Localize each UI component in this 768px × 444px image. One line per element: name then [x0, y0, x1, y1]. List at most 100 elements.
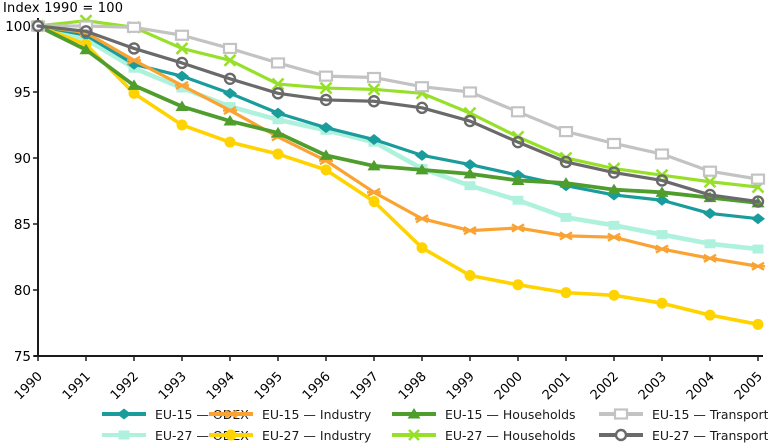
series-eu27-transport-marker	[751, 195, 765, 208]
x-tick-label: 1998	[396, 369, 430, 403]
legend-marker-eu27-transport	[614, 428, 628, 442]
series-eu27-industry-marker	[752, 318, 764, 330]
legend-marker-eu15-transport	[613, 408, 629, 420]
series-eu27-transport-marker	[655, 174, 669, 187]
series-eu15-households-marker	[559, 177, 573, 188]
series-eu15-transport-marker	[750, 173, 766, 185]
series-eu27-odex-marker	[704, 239, 716, 249]
legend-label: EU-27 — Households	[445, 427, 576, 443]
series-eu15-households-marker	[655, 186, 669, 197]
series-eu15-odex-marker	[703, 207, 717, 219]
series-eu15-industry-marker	[463, 226, 477, 236]
legend-marker-eu15-odex	[117, 408, 131, 420]
series-eu27-odex-marker	[224, 102, 236, 112]
y-tick-label: 95	[14, 85, 31, 101]
series-eu27-industry-marker	[320, 164, 332, 176]
series-eu15-households-marker	[319, 149, 333, 160]
series-eu15-households-marker	[79, 43, 93, 55]
series-eu27-transport-marker	[511, 135, 525, 149]
series-eu15-industry-marker	[127, 55, 141, 65]
y-tick-label: 80	[14, 283, 31, 299]
series-eu27-industry-marker	[128, 87, 140, 99]
series-eu27-industry-marker	[560, 287, 572, 299]
x-tick-label: 1997	[348, 369, 382, 403]
series-eu15-transport-marker	[318, 70, 334, 82]
series-eu27-industry-marker	[368, 196, 380, 208]
series-eu15-transport-marker	[654, 148, 670, 160]
series-eu15-odex-marker	[175, 70, 189, 82]
series-eu15-households-marker	[175, 100, 189, 112]
series-eu27-transport-marker	[367, 95, 381, 108]
series-eu15-transport-marker	[270, 57, 286, 69]
series-eu27-households-line	[36, 19, 760, 189]
series-eu15-industry-marker	[703, 253, 717, 263]
series-eu15-odex-marker	[655, 194, 669, 206]
series-eu15-odex-marker	[751, 213, 765, 225]
series-eu15-households-marker	[607, 183, 621, 195]
series-eu27-transport-marker	[127, 42, 141, 55]
x-tick-label: 1999	[444, 369, 478, 403]
series-eu15-transport-marker	[414, 81, 430, 93]
legend-label: EU-27 — ODEX	[155, 427, 249, 443]
series-eu15-transport-line	[36, 24, 760, 181]
series-eu27-transport-marker	[271, 87, 285, 100]
series-eu15-industry-marker	[655, 244, 669, 254]
series-eu15-odex-marker	[463, 159, 477, 171]
legend-marker-diamond-icon	[102, 408, 146, 420]
series-eu27-households-marker	[319, 81, 333, 95]
series-eu27-transport-marker	[703, 188, 717, 202]
series-eu27-transport-marker	[415, 101, 429, 115]
series-eu27-transport-marker	[175, 56, 189, 70]
series-eu27-transport-marker	[223, 72, 237, 86]
x-tick-label: 2000	[492, 369, 526, 403]
series-eu27-industry-marker	[416, 242, 428, 254]
series-eu15-industry-marker	[175, 80, 189, 90]
series-eu15-odex-marker	[271, 107, 285, 119]
series-eu15-odex-marker	[319, 122, 333, 134]
x-tick-label: 2003	[636, 369, 670, 403]
x-tick-label: 2001	[540, 369, 574, 403]
series-eu15-industry-marker	[223, 105, 237, 116]
legend-marker-x-icon	[392, 429, 436, 441]
series-eu15-transport-marker	[558, 125, 574, 138]
legend-marker-eu15-households	[407, 408, 421, 419]
series-eu15-transport-marker	[462, 86, 478, 98]
series-eu15-industry-line	[36, 24, 760, 268]
series-eu27-odex-marker	[464, 181, 476, 191]
series-eu15-odex-marker	[223, 87, 237, 99]
series-eu27-industry-marker	[272, 148, 284, 160]
series-eu15-industry-marker	[415, 214, 429, 224]
series-eu27-odex-marker	[176, 83, 188, 93]
x-tick-label: 1995	[252, 369, 286, 403]
series-eu27-transport-marker	[79, 25, 93, 38]
series-eu15-transport-marker	[366, 71, 382, 84]
series-eu27-odex-line	[35, 23, 761, 252]
series-eu27-industry-marker	[608, 289, 620, 301]
series-eu27-households-marker	[367, 82, 381, 96]
x-tick-label: 2004	[684, 369, 718, 403]
series-eu27-industry-marker	[656, 297, 668, 309]
series-eu15-industry-marker	[607, 232, 621, 242]
series-eu15-transport-marker	[222, 42, 238, 55]
x-tick-label: 1990	[12, 369, 46, 403]
series-eu27-odex-marker	[512, 195, 524, 205]
series-eu27-odex-marker	[272, 115, 284, 125]
legend-label: EU-27 — Transport	[652, 427, 768, 443]
series-eu27-transport-line	[36, 24, 760, 204]
legend-marker-eu27-odex	[118, 430, 130, 440]
series-eu15-industry-marker	[751, 261, 765, 271]
legend-marker-square-open-icon	[599, 408, 643, 420]
legend-marker-triangle-icon	[392, 408, 436, 419]
series-eu27-households-marker	[223, 53, 237, 67]
series-eu15-industry-marker	[511, 223, 525, 233]
series-eu27-transport-marker	[463, 114, 477, 128]
series-eu27-industry-line	[36, 24, 760, 327]
legend-item-eu15-industry: EU-15 — Industry	[207, 406, 371, 422]
legend-item-eu15-odex: EU-15 — ODEX	[100, 406, 249, 422]
legend-item-eu27-odex: EU-27 — ODEX	[100, 427, 249, 443]
series-eu27-households-marker	[703, 175, 717, 189]
series-eu27-transport-marker	[607, 166, 621, 179]
series-eu27-odex-marker	[608, 220, 620, 230]
